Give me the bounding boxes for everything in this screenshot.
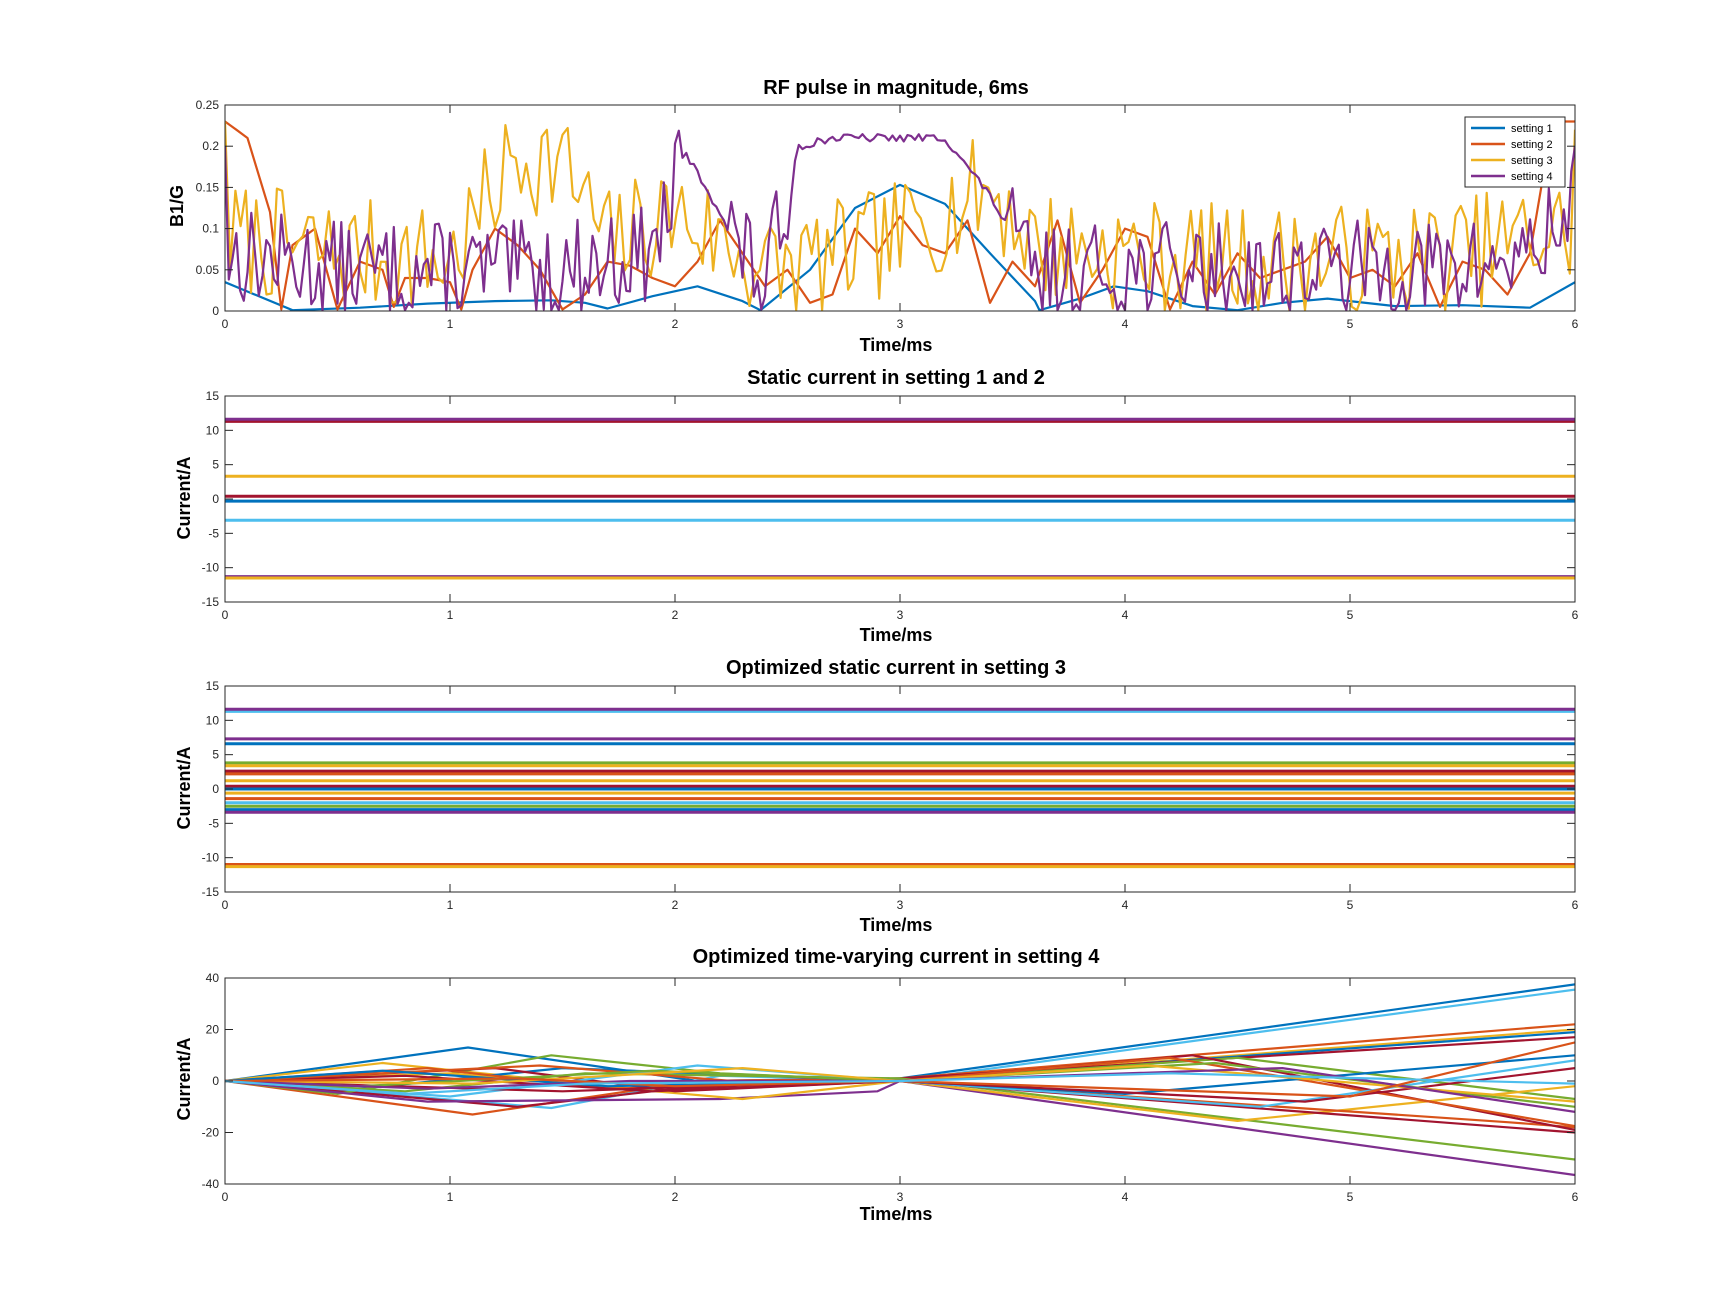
x-tick-label: 4 [1122,608,1129,622]
y-axis-label: B1/G [167,185,187,227]
x-axis-label: Time/ms [860,915,933,935]
series-group [225,707,1575,869]
y-axis-label: Current/A [174,1037,194,1120]
series-line-v10 [225,1072,1575,1122]
series-line-v22 [225,1072,1575,1095]
y-tick-label: -5 [208,526,219,540]
x-tick-label: 2 [672,317,679,331]
x-tick-label: 5 [1347,1190,1354,1204]
legend-label: setting 4 [1511,171,1553,183]
y-tick-label: -15 [202,595,220,609]
y-tick-label: 0.15 [196,180,220,194]
chart-panel-rf-pulse: RF pulse in magnitude, 6ms Time/ms B1/G … [167,77,1579,355]
x-tick-label: 4 [1122,898,1129,912]
y-tick-label: -15 [202,885,220,899]
y-tick-label: 5 [212,748,219,762]
series-group [225,417,1575,580]
x-tick-label: 3 [897,1190,904,1204]
series-line-v8 [225,1079,1575,1177]
x-tick-label: 1 [447,317,454,331]
legend-label: setting 2 [1511,139,1553,151]
x-tick-label: 5 [1347,898,1354,912]
x-tick-label: 5 [1347,317,1354,331]
x-tick-label: 0 [222,1190,229,1204]
y-tick-label: 0.25 [196,98,220,112]
x-tick-label: 6 [1572,1190,1579,1204]
chart-title: Optimized time-varying current in settin… [693,946,1101,968]
series-line-v21 [225,1041,1575,1098]
y-tick-label: 0 [212,782,219,796]
chart-title: RF pulse in magnitude, 6ms [763,77,1029,99]
x-axis-label: Time/ms [860,335,933,355]
plot-area [225,396,1575,602]
y-tick-label: 0.05 [196,263,220,277]
x-tick-label: 2 [672,608,679,622]
series-line-v19 [225,1064,1575,1103]
x-tick-label: 1 [447,1190,454,1204]
chart-title: Optimized static current in setting 3 [726,657,1066,679]
series-line-setting-4 [225,129,1575,311]
chart-title: Static current in setting 1 and 2 [747,367,1045,389]
x-tick-label: 0 [222,317,229,331]
x-axis-label: Time/ms [860,1204,933,1224]
y-axis-label: Current/A [174,456,194,539]
x-tick-label: 6 [1572,317,1579,331]
x-tick-label: 4 [1122,1190,1129,1204]
y-tick-label: 15 [206,679,220,693]
y-tick-label: -20 [202,1126,220,1140]
y-tick-label: -5 [208,816,219,830]
x-tick-label: 2 [672,1190,679,1204]
y-tick-label: 0.1 [202,222,219,236]
x-tick-label: 0 [222,898,229,912]
legend-label: setting 1 [1511,123,1553,135]
y-tick-label: 0.2 [202,139,219,153]
legend-label: setting 3 [1511,155,1553,167]
series-line-v20 [225,1067,1575,1113]
y-tick-label: 20 [206,1023,220,1037]
y-tick-label: -40 [202,1177,220,1191]
y-tick-label: 40 [206,971,220,985]
series-group [225,120,1575,311]
series-group [225,983,1575,1177]
legend: setting 1 setting 2 setting 3 setting 4 [1464,116,1566,188]
x-tick-label: 6 [1572,608,1579,622]
x-tick-label: 6 [1572,898,1579,912]
x-tick-label: 5 [1347,608,1354,622]
chart-panel-time-varying-current-4: Optimized time-varying current in settin… [174,946,1579,1224]
y-tick-label: -10 [202,851,220,865]
x-tick-label: 3 [897,317,904,331]
y-tick-label: 0 [212,1074,219,1088]
x-tick-label: 1 [447,608,454,622]
y-tick-label: 0 [212,304,219,318]
chart-panel-static-current-1-2: Static current in setting 1 and 2 Time/m… [174,367,1579,645]
y-tick-label: -10 [202,561,220,575]
x-tick-label: 1 [447,898,454,912]
x-tick-label: 2 [672,898,679,912]
x-tick-label: 3 [897,898,904,912]
y-tick-label: 0 [212,492,219,506]
y-axis-label: Current/A [174,746,194,829]
x-tick-label: 0 [222,608,229,622]
y-tick-label: 5 [212,458,219,472]
y-tick-label: 10 [206,713,220,727]
chart-panel-static-current-3: Optimized static current in setting 3 Ti… [174,657,1579,935]
x-tick-label: 3 [897,608,904,622]
y-tick-label: 10 [206,423,220,437]
y-tick-label: 15 [206,389,220,403]
x-axis-label: Time/ms [860,625,933,645]
x-tick-label: 4 [1122,317,1129,331]
